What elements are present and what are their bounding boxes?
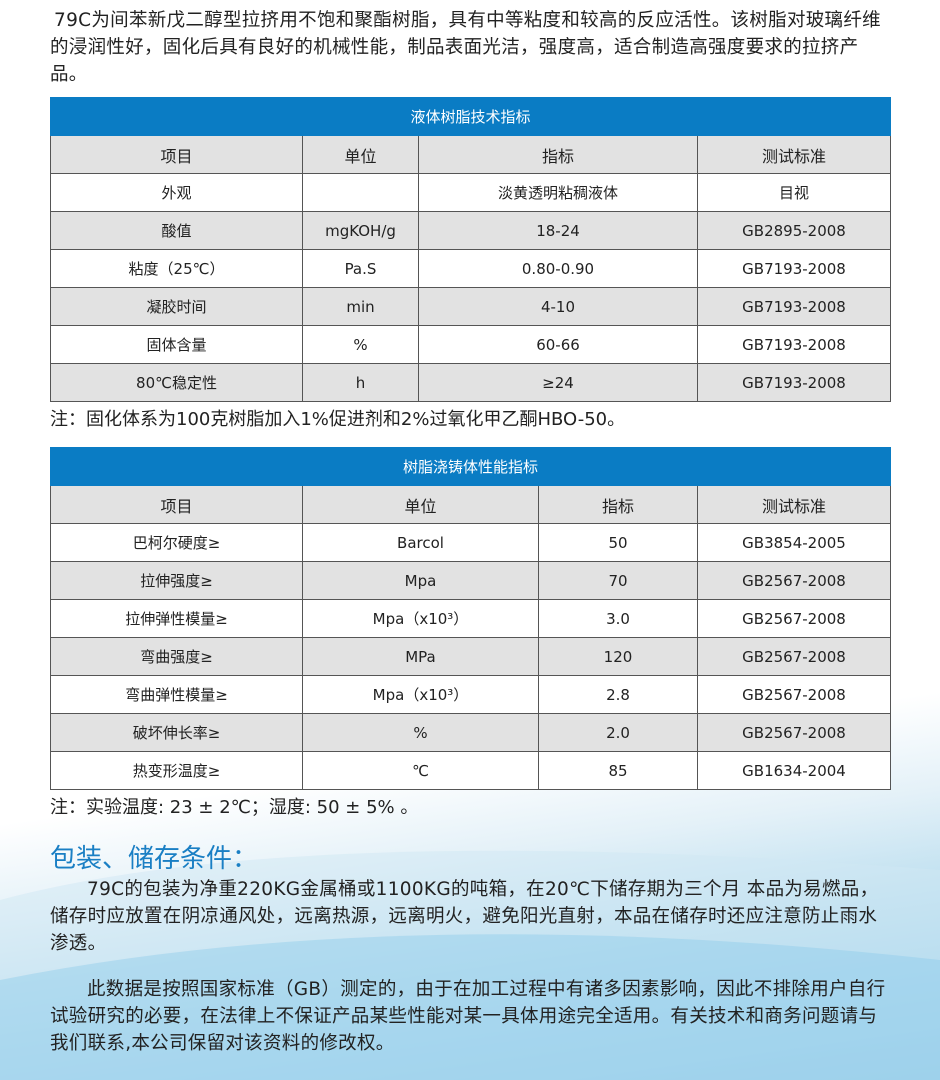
table-row: 凝胶时间 min 4-10 GB7193-2008 (50, 287, 892, 326)
table-cell: Mpa（x10³） (302, 675, 539, 714)
table-row: 固体含量% 60-66 GB7193-2008 (50, 325, 892, 364)
table-cell: 120 (538, 637, 698, 676)
table-cell: 粘度（25℃） (50, 249, 303, 288)
table-cell: 拉伸弹性模量≥ (50, 599, 303, 638)
table-cell: 拉伸强度≥ (50, 561, 303, 600)
table-row: 80℃稳定性 h ≥24 GB7193-2008 (50, 363, 892, 402)
packaging-paragraph: 79C的包装为净重220KG金属桶或1100KG的吨箱，在20℃下储存期为三个月… (50, 879, 879, 954)
disclaimer-paragraph: 此数据是按照国家标准（GB）测定的，由于在加工过程中有诸多因素影响，因此不排除用… (50, 979, 886, 1054)
table-cell: GB7193-2008 (696, 363, 892, 402)
table-cell: GB1634-2004 (696, 751, 892, 790)
table-cell: mgKOH/g (302, 211, 419, 250)
table-row: 巴柯尔硬度≥ Barcol 50 GB3854-2005 (50, 523, 892, 562)
table-cell: MPa (302, 637, 539, 676)
liquid-resin-table: 液体树脂技术指标 项目 单位 指标 测试标准 外观 淡黄透明粘稠液体 目视 酸值 mgKOH/… (49, 97, 892, 402)
table-cell: % (302, 325, 419, 364)
table-cell: 固体含量 (50, 325, 303, 364)
table-cell: 80℃稳定性 (50, 363, 303, 402)
table-cell: Mpa (302, 561, 539, 600)
table-cell: 50 (538, 523, 698, 562)
table-cell: 目视 (696, 173, 892, 212)
note-test-conditions: 注：实验温度: 23 ± 2℃；湿度: 50 ± 5% 。 (50, 797, 419, 818)
column-header: 项目 (50, 135, 303, 174)
table-cell (302, 173, 419, 212)
column-header: 单位 (302, 135, 419, 174)
table-cell: GB2567-2008 (696, 637, 892, 676)
column-header: 指标 (418, 135, 698, 174)
table-row: 热变形温度≥ ℃ 85 GB1634-2004 (50, 751, 892, 790)
table-cell: 外观 (50, 173, 303, 212)
table-row: 拉伸强度≥ Mpa 70 GB2567-2008 (50, 561, 892, 600)
column-header: 测试标准 (696, 135, 892, 174)
table-cell: GB2567-2008 (696, 599, 892, 638)
table-cell: 热变形温度≥ (50, 751, 303, 790)
table-cell: GB2567-2008 (696, 713, 892, 752)
table-cell: 凝胶时间 (50, 287, 303, 326)
table-row: 弯曲弹性模量≥ Mpa（x10³） 2.8 GB2567-2008 (50, 675, 892, 714)
table-row: 粘度（25℃） Pa.S 0.80-0.90 GB7193-2008 (50, 249, 892, 288)
table-cell: Barcol (302, 523, 539, 562)
table-cell: 18-24 (418, 211, 698, 250)
note-curing: 注：固化体系为100克树脂加入1%促进剂和2%过氧化甲乙酮HBO-50。 (50, 409, 626, 430)
table-header-row: 项目 单位 指标 测试标准 (50, 135, 892, 174)
table-title: 树脂浇铸体性能指标 (49, 447, 892, 486)
intro-paragraph: 79C为间苯新戊二醇型拉挤用不饱和聚酯树脂，具有中等粘度和较高的反应活性。该树脂… (50, 10, 881, 85)
table-header-row: 项目 单位 指标 测试标准 (50, 485, 892, 524)
table-cell: 4-10 (418, 287, 698, 326)
table-cell: 2.0 (538, 713, 698, 752)
column-header: 指标 (538, 485, 698, 524)
table-cell: 70 (538, 561, 698, 600)
table-cell: GB2895-2008 (696, 211, 892, 250)
table-cell: 弯曲强度≥ (50, 637, 303, 676)
table-cell: min (302, 287, 419, 326)
table-cell: Pa.S (302, 249, 419, 288)
column-header: 测试标准 (696, 485, 892, 524)
table-cell: GB3854-2005 (696, 523, 892, 562)
table-cell: 弯曲弹性模量≥ (50, 675, 303, 714)
column-header: 单位 (302, 485, 539, 524)
table-cell: 2.8 (538, 675, 698, 714)
table-cell: 60-66 (418, 325, 698, 364)
table-row: 破坏伸长率≥% 2.0 GB2567-2008 (50, 713, 892, 752)
table-cell: 破坏伸长率≥ (50, 713, 303, 752)
table-cell: h (302, 363, 419, 402)
column-header: 项目 (50, 485, 303, 524)
table-cell: GB7193-2008 (696, 249, 892, 288)
table-cell: ≥24 (418, 363, 698, 402)
table-cell: GB7193-2008 (696, 287, 892, 326)
table-cell: 巴柯尔硬度≥ (50, 523, 303, 562)
casting-properties-table: 树脂浇铸体性能指标 项目 单位 指标 测试标准 巴柯尔硬度≥ Barcol 50 GB385… (49, 447, 892, 790)
table-row: 酸值 mgKOH/g 18-24 GB2895-2008 (50, 211, 892, 250)
table-cell: GB7193-2008 (696, 325, 892, 364)
table-title: 液体树脂技术指标 (49, 97, 892, 136)
table-row: 外观 淡黄透明粘稠液体 目视 (50, 173, 892, 212)
table-cell: GB2567-2008 (696, 675, 892, 714)
table-cell: 3.0 (538, 599, 698, 638)
section-title: 包装、储存条件： (50, 844, 259, 874)
table-row: 拉伸弹性模量≥ Mpa（x10³） 3.0 GB2567-2008 (50, 599, 892, 638)
table-cell: 淡黄透明粘稠液体 (418, 173, 698, 212)
table-row: 弯曲强度≥ MPa 120 GB2567-2008 (50, 637, 892, 676)
table-cell: 85 (538, 751, 698, 790)
table-cell: GB2567-2008 (696, 561, 892, 600)
table-cell: Mpa（x10³） (302, 599, 539, 638)
table-cell: 酸值 (50, 211, 303, 250)
table-cell: % (302, 713, 539, 752)
table-cell: ℃ (302, 751, 539, 790)
table-cell: 0.80-0.90 (418, 249, 698, 288)
